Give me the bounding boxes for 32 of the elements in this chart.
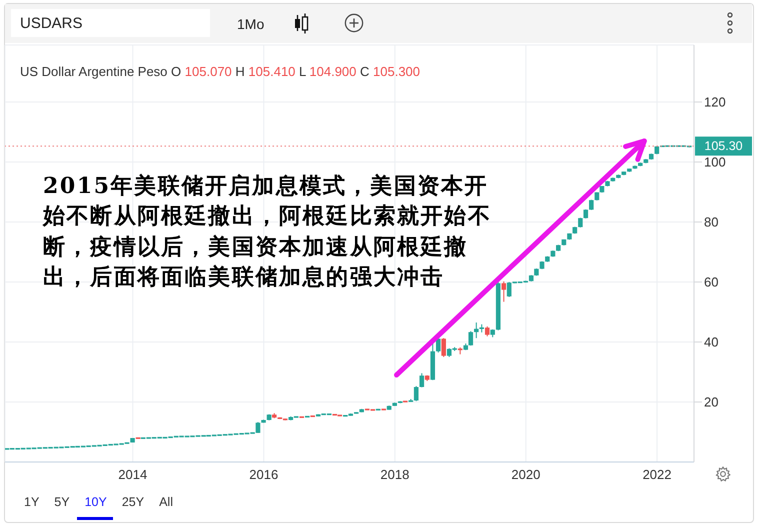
ref-line-label: 105.30 <box>704 139 743 154</box>
candlestick <box>436 337 441 353</box>
x-tick-label: 2018 <box>380 467 410 482</box>
x-tick-label: 2016 <box>249 467 278 482</box>
text: US Dollar Argentine Peso <box>20 64 168 79</box>
text: 1Y <box>24 494 40 510</box>
candlestick <box>414 386 419 402</box>
annotation: C 105.300 <box>359 64 420 79</box>
y-tick-label: 120 <box>704 94 726 110</box>
x-tick-label: 2020 <box>511 467 540 482</box>
x-tick-label: 2022 <box>642 467 672 482</box>
candlestick <box>441 338 446 358</box>
y-tick-label: 60 <box>704 274 718 290</box>
x-tick-label: 2014 <box>118 467 148 482</box>
text: 1Mo <box>237 16 264 33</box>
candlestick <box>419 372 424 388</box>
y-tick-label: 40 <box>704 334 718 350</box>
text: 25Y <box>122 494 144 510</box>
y-tick-label: 20 <box>704 394 718 410</box>
candlestick <box>484 326 490 337</box>
text: 5Y <box>54 494 70 510</box>
candlestick <box>468 330 474 346</box>
annotation: 2015年美联储开启加息模式，美国资本开始不断从阿根廷撤出，阿根廷比索就开始不断，疫情以后，美国资本加速从阿根廷撤出，后面将面临美联储加息的强大冲击 <box>43 172 492 292</box>
annotation: O 105.070 <box>170 64 232 79</box>
annotation: H 105.410 <box>234 64 296 79</box>
annotation: L 104.900 <box>298 64 356 79</box>
y-tick-label: 80 <box>704 214 718 230</box>
text: 10Y <box>84 494 107 510</box>
y-tick-label: 100 <box>704 154 726 170</box>
candlestick <box>501 280 506 302</box>
text: USDARS <box>20 15 83 33</box>
text: All <box>159 494 173 510</box>
